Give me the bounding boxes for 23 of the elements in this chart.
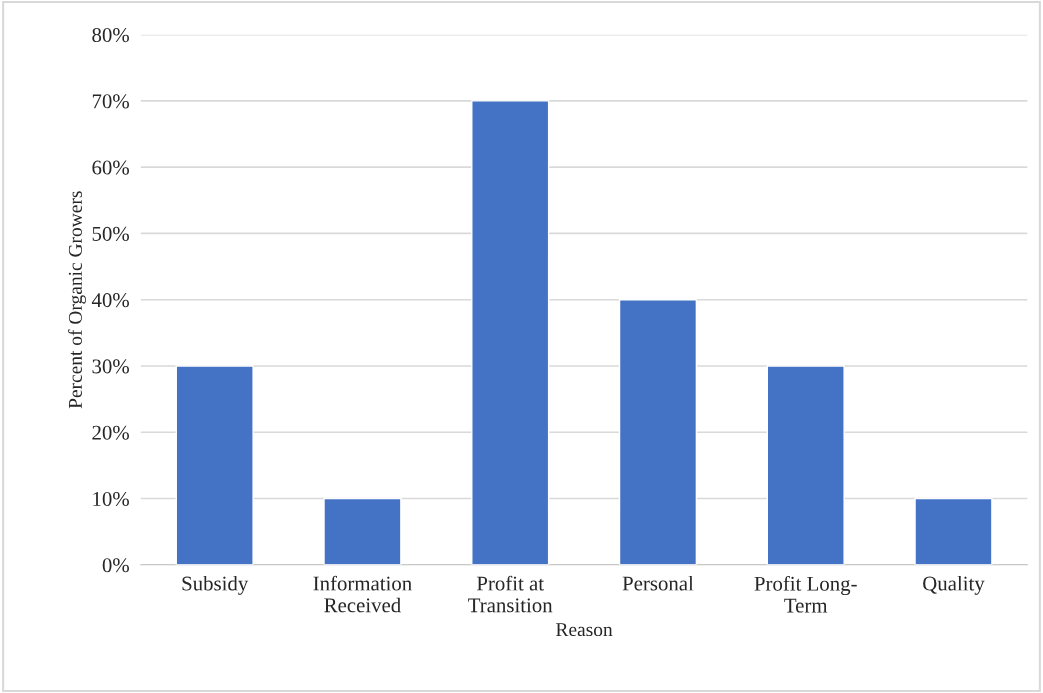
bar [766, 365, 845, 565]
y-tick-label: 80% [92, 28, 129, 43]
y-axis-title: Percent of Organic Growers [68, 191, 86, 409]
y-tick-label: 20% [92, 425, 129, 440]
bar [471, 100, 550, 565]
x-tick-label: Subsidy [182, 575, 249, 595]
y-tick-label: 30% [92, 359, 129, 374]
x-tick-label: Information Received [313, 575, 412, 613]
x-tick-label: Profit at Transition [468, 575, 553, 613]
y-tick-label: 60% [92, 160, 129, 175]
x-tick-label: Profit Long- Term [754, 575, 857, 613]
x-axis-title: Reason [556, 623, 613, 637]
bar [175, 365, 254, 565]
x-tick-label: Personal [622, 575, 694, 591]
x-tick-label: Quality [923, 575, 985, 595]
bar [914, 497, 993, 565]
y-tick-label: 70% [92, 94, 129, 109]
y-tick-label: 40% [91, 293, 129, 308]
y-tick-label: 50% [92, 226, 129, 241]
bar [618, 299, 698, 565]
y-tick-label: 0% [102, 558, 129, 573]
bar [323, 497, 402, 565]
y-tick-label: 10% [93, 491, 129, 507]
